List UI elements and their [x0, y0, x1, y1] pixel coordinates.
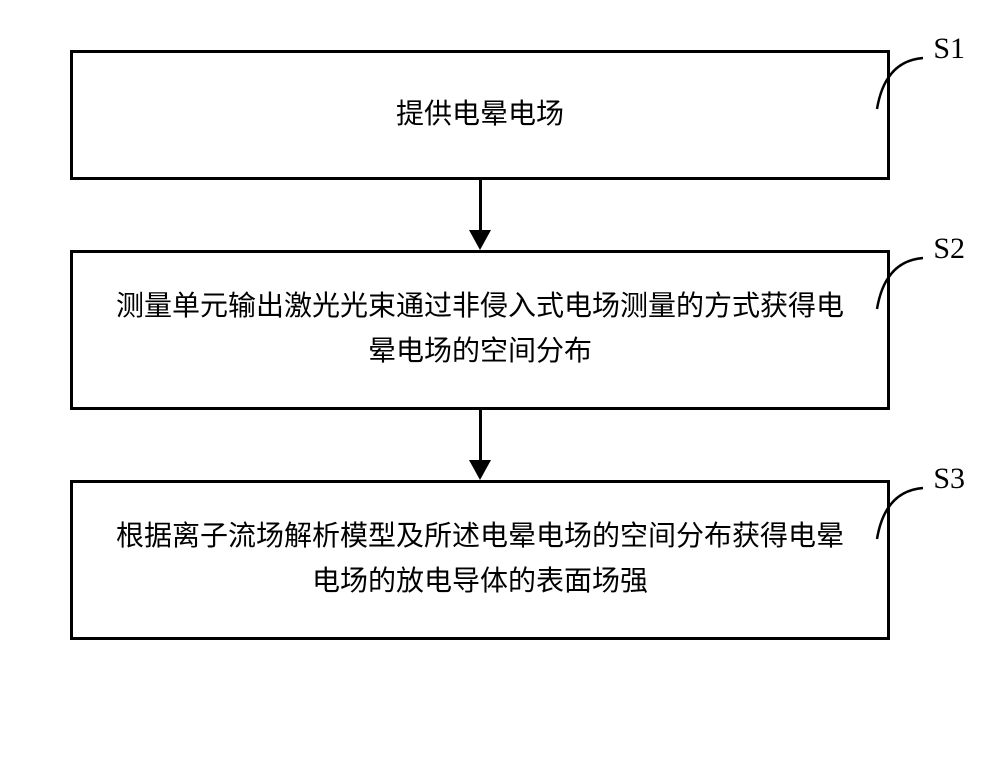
step-box-s1: 提供电晕电场 S1	[70, 50, 890, 180]
step-label-s3: S3	[845, 465, 965, 555]
step-text: 提供电晕电场	[396, 93, 564, 138]
arrow-s2-s3	[70, 410, 890, 480]
step-text: 根据离子流场解析模型及所述电晕电场的空间分布获得电晕电场的放电导体的表面场强	[103, 515, 857, 605]
label-curve-icon	[873, 253, 933, 313]
step-box-s2: 测量单元输出激光光束通过非侵入式电场测量的方式获得电晕电场的空间分布 S2	[70, 250, 890, 410]
step-label-text: S3	[933, 455, 965, 503]
arrow-line	[479, 410, 482, 462]
step-box-s3: 根据离子流场解析模型及所述电晕电场的空间分布获得电晕电场的放电导体的表面场强 S…	[70, 480, 890, 640]
step-text: 测量单元输出激光光束通过非侵入式电场测量的方式获得电晕电场的空间分布	[103, 285, 857, 375]
step-label-text: S1	[933, 25, 965, 73]
step-label-s2: S2	[845, 235, 965, 325]
arrow-head-icon	[469, 230, 491, 250]
arrow-line	[479, 180, 482, 232]
arrow-s1-s2	[70, 180, 890, 250]
flowchart-diagram: 提供电晕电场 S1 测量单元输出激光光束通过非侵入式电场测量的方式获得电晕电场的…	[70, 50, 930, 640]
label-curve-icon	[873, 483, 933, 543]
arrow-head-icon	[469, 460, 491, 480]
label-curve-icon	[873, 53, 933, 113]
step-label-s1: S1	[845, 35, 965, 125]
step-label-text: S2	[933, 225, 965, 273]
